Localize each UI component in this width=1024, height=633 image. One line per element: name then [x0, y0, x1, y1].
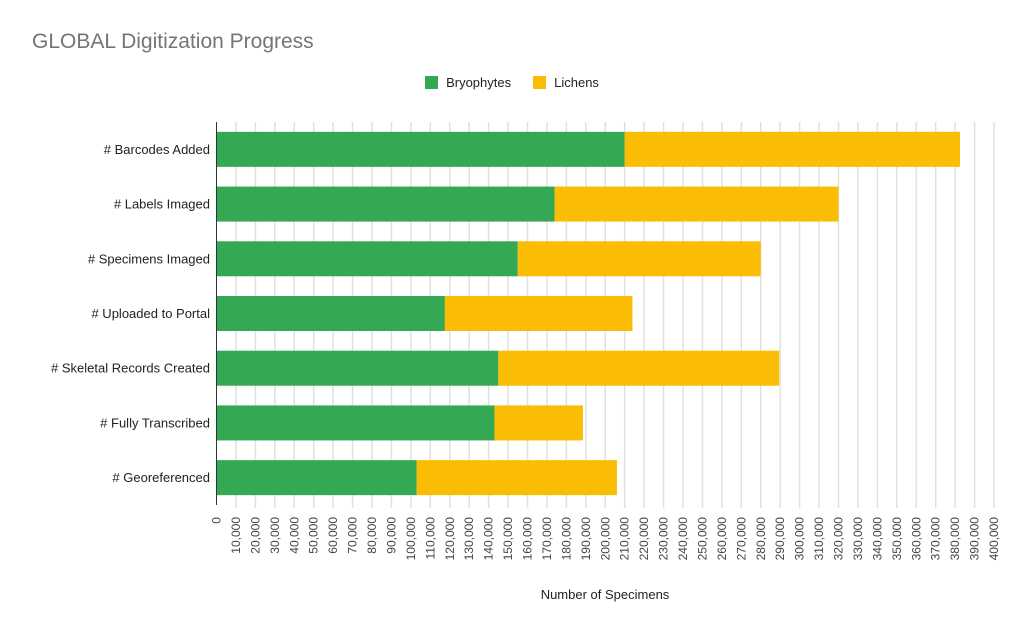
- y-tick-label: # Uploaded to Portal: [91, 306, 210, 321]
- legend-label: Bryophytes: [446, 75, 512, 90]
- legend-item-bryophytes[interactable]: Bryophytes: [425, 75, 511, 90]
- x-tick-label: 360,000: [909, 517, 923, 561]
- x-tick-label: 220,000: [637, 517, 651, 561]
- bar-lichens: [498, 350, 780, 386]
- x-tick-label: 230,000: [657, 517, 671, 561]
- x-tick-label: 110,000: [423, 517, 437, 560]
- bar-bryophytes: [216, 186, 555, 222]
- bar-bryophytes: [216, 460, 417, 496]
- bar-bryophytes: [216, 296, 445, 331]
- x-tick-label: 330,000: [851, 517, 865, 561]
- x-tick-label: 160,000: [521, 517, 535, 561]
- x-tick-label: 190,000: [579, 517, 593, 561]
- x-tick-label: 40,000: [287, 517, 301, 554]
- legend: Bryophytes Lichens: [0, 75, 1024, 90]
- x-tick-label: 310,000: [812, 517, 826, 561]
- x-tick-label: 270,000: [734, 517, 748, 561]
- bar-bryophytes: [216, 350, 499, 386]
- x-tick-label: 80,000: [365, 517, 379, 554]
- x-tick-label: 370,000: [929, 517, 943, 561]
- legend-label: Lichens: [554, 75, 599, 90]
- bar-lichens: [517, 241, 761, 277]
- x-tick-label: 390,000: [968, 517, 982, 561]
- legend-swatch-bryophytes: [425, 76, 439, 89]
- x-tick-label: 90,000: [384, 517, 398, 554]
- x-tick-label: 170,000: [540, 517, 554, 561]
- chart-title: GLOBAL Digitization Progress: [32, 30, 314, 53]
- x-tick-label: 380,000: [948, 517, 962, 561]
- x-tick-label: 210,000: [618, 517, 632, 561]
- bar-lichens: [554, 186, 839, 222]
- x-tick-label: 100,000: [404, 517, 418, 561]
- bar-bryophytes: [216, 131, 625, 167]
- y-tick-label: # Skeletal Records Created: [51, 361, 210, 376]
- x-tick-label: 10,000: [229, 517, 243, 554]
- x-tick-label: 250,000: [695, 517, 709, 561]
- x-tick-label: 300,000: [793, 517, 807, 561]
- bar-lichens: [444, 296, 633, 331]
- x-tick-label: 30,000: [268, 517, 282, 554]
- x-tick-label: 120,000: [443, 517, 457, 561]
- legend-swatch-lichens: [533, 76, 547, 89]
- bar-bryophytes: [216, 405, 495, 441]
- x-tick-label: 350,000: [890, 517, 904, 561]
- x-tick-label: 0: [210, 517, 224, 524]
- x-tick-label: 200,000: [598, 517, 612, 561]
- bar-lichens: [624, 131, 960, 167]
- y-tick-label: # Specimens Imaged: [88, 251, 210, 266]
- x-tick-label: 280,000: [754, 517, 768, 561]
- x-tick-label: 240,000: [676, 517, 690, 561]
- bar-lichens: [494, 405, 583, 441]
- x-tick-label: 340,000: [870, 517, 884, 561]
- x-tick-label: 140,000: [482, 517, 496, 561]
- y-tick-label: # Barcodes Added: [104, 142, 210, 157]
- bar-bryophytes: [216, 241, 518, 277]
- x-axis-label: Number of Specimens: [540, 587, 670, 602]
- x-tick-label: 20,000: [248, 517, 262, 554]
- x-tick-label: 400,000: [987, 517, 1001, 561]
- x-tick-label: 130,000: [462, 517, 476, 561]
- x-tick-label: 290,000: [773, 517, 787, 561]
- y-tick-label: # Labels Imaged: [114, 197, 210, 212]
- x-tick-label: 320,000: [832, 517, 846, 561]
- legend-item-lichens[interactable]: Lichens: [533, 75, 599, 90]
- y-tick-label: # Georeferenced: [112, 470, 210, 485]
- x-tick-label: 180,000: [559, 517, 573, 561]
- x-tick-label: 60,000: [326, 517, 340, 554]
- x-tick-label: 260,000: [715, 517, 729, 561]
- bar-lichens: [416, 460, 617, 496]
- x-tick-label: 150,000: [501, 517, 515, 561]
- x-tick-label: 70,000: [346, 517, 360, 554]
- x-tick-label: 50,000: [307, 517, 321, 554]
- y-tick-label: # Fully Transcribed: [100, 415, 210, 430]
